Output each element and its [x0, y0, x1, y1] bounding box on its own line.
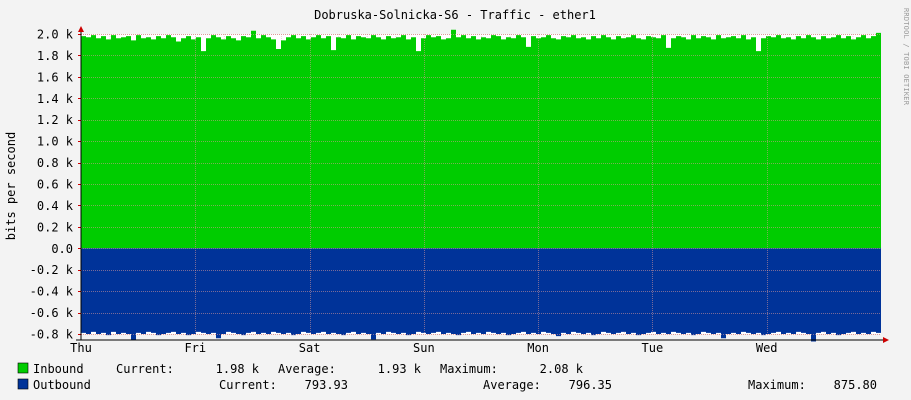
legend-inbound-average: 1.93 k — [378, 362, 422, 376]
y-tick-label: 2.0 k — [37, 28, 74, 42]
x-tick-label: Thu — [70, 341, 92, 355]
x-axis-arrow-icon — [883, 337, 889, 343]
legend-inbound-current: 1.98 k — [216, 362, 260, 376]
y-tick-label: -0.4 k — [30, 285, 74, 299]
rrdtool-watermark: RRDTOOL / TOBI OETIKER — [902, 8, 910, 106]
y-tick-label: -0.2 k — [30, 263, 74, 277]
legend-inbound-average-label: Average: — [278, 362, 336, 376]
inbound-swatch-icon — [17, 362, 29, 374]
legend-outbound: Outbound Current: 793.93 Average: 796.35… — [17, 378, 877, 392]
y-tick-label: 1.8 k — [37, 49, 74, 63]
x-tick-labels: Thu Fri Sat Sun Mon Tue Wed — [70, 341, 777, 355]
y-tick-label: 0.4 k — [37, 199, 74, 213]
legend-outbound-maximum-label: Maximum: — [748, 378, 806, 392]
outbound-swatch-icon — [17, 378, 29, 390]
y-tick-label: 0.8 k — [37, 156, 74, 170]
chart-title: Dobruska-Solnicka-S6 - Traffic - ether1 — [314, 8, 596, 22]
y-tick-labels: 2.0 k 1.8 k 1.6 k 1.4 k 1.2 k 1.0 k 0.8 k 0.6 k… — [30, 28, 74, 342]
y-tick-label: 1.2 k — [37, 113, 74, 127]
legend-inbound-label: Inbound — [33, 362, 84, 376]
legend-outbound-maximum: 875.80 — [834, 378, 877, 392]
legend-inbound-maximum-label: Maximum: — [440, 362, 498, 376]
legend-outbound-average-label: Average: — [483, 378, 541, 392]
y-tick-label: -0.6 k — [30, 306, 74, 320]
series-inbound-area — [81, 29, 881, 249]
legend: Inbound Current: 1.98 k Average: 1.93 k … — [17, 362, 877, 392]
axes — [76, 26, 889, 343]
x-tick-label: Mon — [527, 341, 549, 355]
legend-outbound-current: 793.93 — [305, 378, 348, 392]
x-tick-label: Sun — [413, 341, 435, 355]
y-tick-label: 0.2 k — [37, 220, 74, 234]
x-tick-label: Wed — [756, 341, 778, 355]
legend-inbound: Inbound Current: 1.98 k Average: 1.93 k … — [17, 362, 584, 376]
y-tick-label: -0.8 k — [30, 328, 74, 342]
legend-outbound-current-label: Current: — [219, 378, 277, 392]
x-tick-label: Fri — [184, 341, 206, 355]
legend-inbound-maximum: 2.08 k — [540, 362, 584, 376]
legend-outbound-label: Outbound — [33, 378, 91, 392]
y-axis-arrow-icon — [78, 26, 84, 32]
y-axis-label: bits per second — [4, 132, 18, 240]
series-outbound-area — [81, 248, 881, 342]
y-tick-label: 0.0 — [51, 242, 73, 256]
series-areas — [81, 29, 881, 342]
x-tick-label: Tue — [642, 341, 664, 355]
y-tick-label: 1.6 k — [37, 70, 74, 84]
y-tick-label: 0.6 k — [37, 178, 74, 192]
x-tick-label: Sat — [299, 341, 321, 355]
y-tick-label: 1.4 k — [37, 92, 74, 106]
legend-outbound-average: 796.35 — [569, 378, 612, 392]
legend-inbound-current-label: Current: — [116, 362, 174, 376]
y-tick-label: 1.0 k — [37, 135, 74, 149]
grid-overlay — [78, 34, 881, 335]
